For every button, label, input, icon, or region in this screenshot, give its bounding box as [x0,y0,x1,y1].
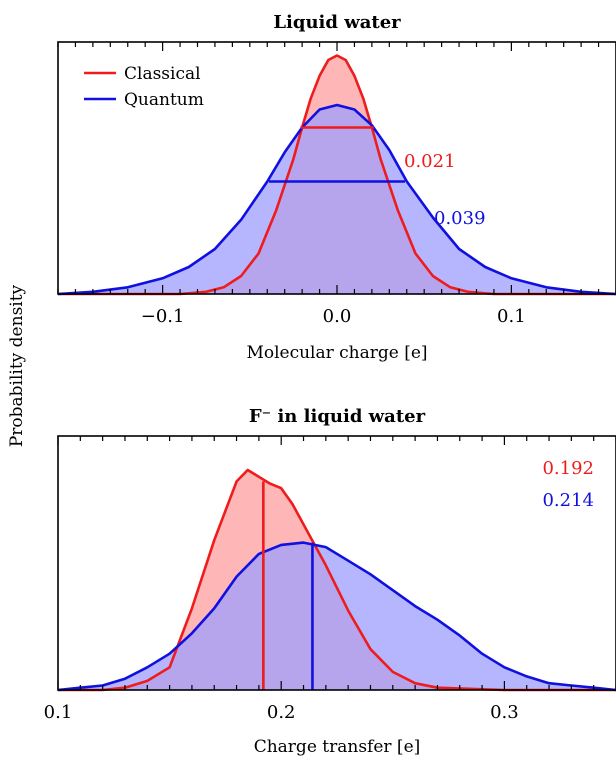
plot-area [57,468,616,692]
legend-label-quantum: Quantum [124,90,204,110]
series-line-quantum [57,541,616,692]
panel-f-minus-liquid-water: F⁻ in liquid water 0.1 0.2 0.3 Charge tran… [44,406,616,757]
plot-frame [57,435,616,691]
area-quantum [58,105,616,294]
legend: Classical Quantum [84,64,204,110]
area-quantum [58,542,616,690]
x-axis-label: Molecular charge [e] [246,343,427,363]
plot-area [57,54,616,296]
x-tick-label: 0.1 [44,702,73,723]
y-axis-label: Probability density [7,284,27,447]
annotation-classical-mean: 0.192 [542,458,594,479]
x-tick-label: 0.2 [267,702,296,723]
legend-label-classical: Classical [124,64,201,84]
panel-title: Liquid water [273,12,401,33]
x-tick-label: −0.1 [141,306,185,327]
x-tick-label: 0.3 [490,702,519,723]
x-axis-label: Charge transfer [e] [254,737,421,757]
annotation-classical-width: 0.021 [404,151,456,172]
x-ticks: 0.1 0.2 0.3 [44,436,616,723]
x-tick-label: 0.1 [497,306,526,327]
panel-liquid-water: Liquid water −0.1 0.0 0.1 Molecular charge… [57,12,616,363]
series-line-classical [58,54,616,296]
annotation-quantum-width: 0.039 [434,208,486,229]
series-line-quantum [57,103,616,296]
annotation-quantum-mean: 0.214 [542,490,594,511]
x-ticks: −0.1 0.0 0.1 [57,42,616,327]
x-tick-label: 0.0 [323,306,352,327]
panel-title: F⁻ in liquid water [249,406,426,427]
series-line-classical [58,468,616,692]
